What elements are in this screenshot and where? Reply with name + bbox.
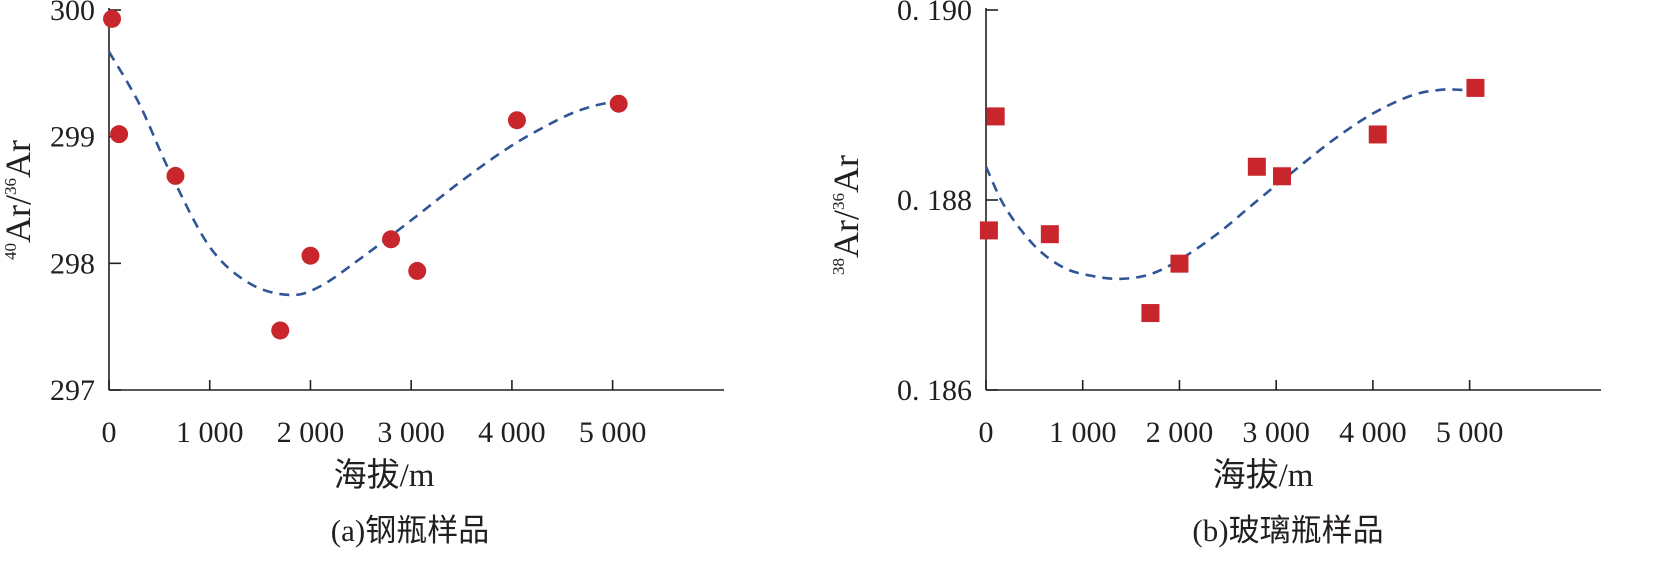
chart-b-caption: (b)玻璃瓶样品 — [1192, 513, 1384, 548]
y-axis-title-sup1: 38 — [829, 258, 848, 275]
y-axis-title: 38Ar/36Ar — [826, 155, 866, 275]
data-point — [1170, 254, 1189, 273]
y-axis-title-base1: Ar/ — [0, 195, 38, 243]
x-tick-label: 2 000 — [1146, 416, 1214, 449]
data-point — [507, 111, 526, 130]
y-axis-title-sup2: 36 — [1, 178, 20, 195]
y-tick-label: 298 — [50, 247, 95, 280]
x-tick-label: 1 000 — [1049, 416, 1117, 449]
data-point — [166, 166, 185, 185]
chart-a-svg: 0 1 000 2 000 3 000 4 000 5 000 297 298 299 300 海拔… — [0, 0, 724, 494]
x-tick-label: 0 — [102, 416, 117, 449]
data-point — [110, 125, 129, 144]
y-axis-title-sup2: 36 — [829, 193, 848, 210]
data-point — [1040, 225, 1059, 244]
x-tick-label: 2 000 — [277, 416, 345, 449]
data-point — [103, 9, 122, 28]
y-tick-label: 0. 190 — [897, 0, 972, 27]
data-point — [609, 94, 628, 113]
x-tick-label: 3 000 — [377, 416, 445, 449]
x-tick-label: 5 000 — [579, 416, 647, 449]
fit-curve — [107, 51, 618, 297]
x-tick-label: 5 000 — [1436, 416, 1504, 449]
x-tick-label: 3 000 — [1242, 416, 1310, 449]
y-tick-label: 297 — [50, 374, 95, 407]
x-tick-label: 4 000 — [478, 416, 546, 449]
data-point — [1272, 167, 1291, 186]
x-tick-label: 1 000 — [176, 416, 244, 449]
x-axis-title: 海拔/m — [334, 457, 435, 494]
data-point — [271, 321, 290, 340]
y-axis-title-base2: Ar — [826, 155, 866, 193]
fit-curve — [984, 88, 1470, 281]
y-tick-label: 0. 186 — [897, 374, 972, 407]
data-point — [979, 221, 998, 240]
y-axis-title-base2: Ar — [0, 140, 38, 178]
x-tick-label: 4 000 — [1339, 416, 1407, 449]
data-point — [382, 230, 401, 249]
data-point — [1368, 125, 1387, 144]
y-tick-label: 299 — [50, 121, 95, 154]
y-axis-title-sup1: 40 — [1, 243, 20, 260]
data-point — [408, 261, 427, 280]
data-point — [986, 107, 1005, 126]
data-point — [301, 246, 320, 265]
data-point — [1247, 157, 1266, 176]
y-axis-title: 40Ar/36Ar — [0, 140, 38, 260]
x-tick-label: 0 — [979, 416, 994, 449]
chart-a-caption: (a)钢瓶样品 — [330, 513, 490, 548]
y-axis-title-base1: Ar/ — [826, 210, 866, 258]
x-axis-title: 海拔/m — [1213, 457, 1314, 494]
chart-panel-a: 0 1 000 2 000 3 000 4 000 5 000 297 298 299 300 海拔… — [0, 0, 780, 570]
chart-b-svg: 0 1 000 2 000 3 000 4 000 5 000 0. 186 0. 188 0.… — [826, 0, 1601, 494]
y-tick-label: 0. 188 — [897, 184, 972, 217]
chart-panel-b: 0 1 000 2 000 3 000 4 000 5 000 0. 186 0. 188 0.… — [826, 0, 1656, 570]
data-point — [1141, 304, 1160, 323]
data-point — [1466, 78, 1485, 97]
y-tick-label: 300 — [50, 0, 95, 27]
